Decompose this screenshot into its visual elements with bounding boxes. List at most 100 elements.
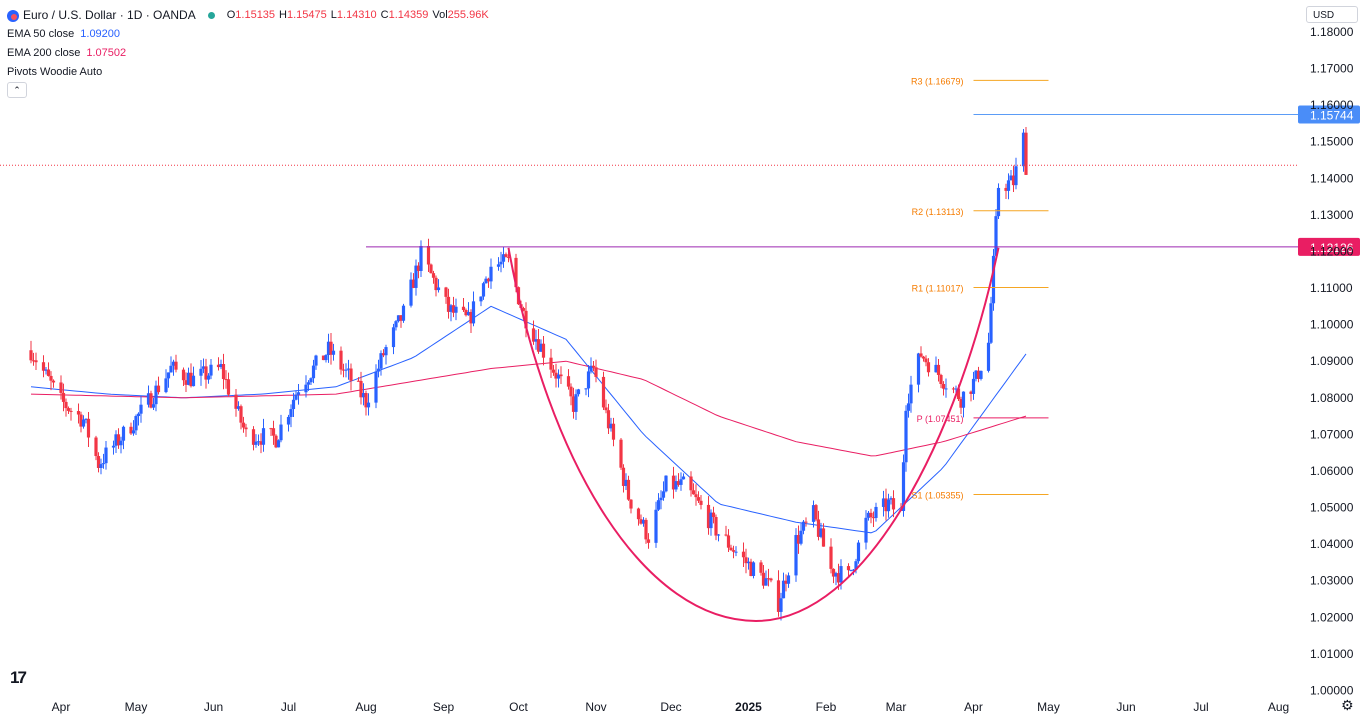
ema200-line (30, 360, 1027, 457)
candle-body (94, 437, 98, 457)
candle-body (431, 273, 436, 278)
candle-body (226, 379, 231, 395)
candle-body (751, 562, 756, 576)
candle-body (304, 384, 308, 393)
candle-body (209, 364, 213, 376)
candle-body (831, 568, 836, 577)
candle-body (569, 386, 573, 397)
candle-body (279, 424, 283, 441)
volume-label: Vol (432, 9, 448, 21)
candle-body (426, 245, 431, 265)
legend-collapse-button[interactable]: ⌃ (7, 82, 27, 98)
candle-body (331, 350, 336, 355)
candle-body (204, 366, 208, 380)
candle-body (524, 310, 528, 329)
candle-body (1009, 175, 1013, 181)
y-tick-label: 1.05000 (1310, 501, 1354, 515)
candle-body (1024, 132, 1028, 175)
candle-body (356, 380, 361, 382)
high-value: 1.15475 (287, 9, 327, 21)
candle-body (851, 569, 856, 571)
candle-body (34, 360, 38, 363)
candle-body (166, 372, 171, 379)
y-tick-label: 1.00000 (1310, 683, 1354, 697)
candle-body (816, 519, 821, 537)
x-tick-label: Apr (964, 700, 983, 714)
price-badge-label: 1.15744 (1310, 109, 1354, 123)
candle-body (409, 279, 413, 306)
candle-body (346, 368, 351, 370)
candle-body (484, 278, 488, 284)
chevron-up-icon: ⌃ (13, 85, 21, 95)
candle-body (341, 369, 346, 371)
candle-body (784, 580, 788, 584)
price-badge (1298, 105, 1360, 124)
market-status-icon (207, 12, 215, 19)
price-badge-label: 1.12126 (1310, 241, 1354, 255)
candle-body (574, 394, 578, 412)
pivots-label: Pivots Woodie Auto (7, 66, 103, 78)
candle-body (104, 447, 108, 464)
x-tick-label: May (125, 700, 148, 714)
ema50-value: 1.09200 (80, 28, 121, 40)
candle-body (219, 364, 223, 368)
candle-body (486, 278, 491, 282)
candle-body (906, 403, 911, 411)
symbol-title[interactable]: Euro / U.S. Dollar · 1D · OANDA (23, 8, 196, 22)
legend-ema50[interactable]: EMA 50 close 1.09200 (7, 25, 489, 44)
candle-body (676, 481, 681, 485)
candle-body (586, 371, 591, 389)
candle-body (244, 427, 248, 430)
candle-body (621, 467, 626, 486)
candle-body (776, 580, 781, 612)
candle-body (274, 435, 278, 448)
candle-body (201, 366, 206, 369)
candle-body (139, 404, 143, 414)
x-tick-label: Dec (660, 700, 681, 714)
gear-icon[interactable]: ⚙ (1341, 697, 1354, 713)
candle-body (604, 407, 608, 411)
candle-body (171, 361, 176, 366)
candle-body (1014, 166, 1018, 186)
legend-ema200[interactable]: EMA 200 close 1.07502 (7, 44, 489, 63)
y-tick-label: 1.11000 (1310, 281, 1353, 295)
candle-body (329, 341, 333, 355)
candle-body (286, 416, 291, 425)
candle-body (536, 339, 541, 352)
candle-body (939, 374, 943, 384)
legend-pivots[interactable]: Pivots Woodie Auto (7, 63, 489, 82)
candle-body (44, 369, 48, 371)
y-tick-label: 1.13000 (1310, 208, 1354, 222)
candle-body (76, 411, 81, 415)
candle-body (181, 369, 186, 381)
candle-body (766, 578, 771, 580)
tradingview-logo-icon[interactable]: 17 (10, 668, 27, 687)
ema50-line (30, 305, 1027, 534)
candle-body (714, 517, 718, 536)
close-value: 1.14359 (388, 9, 429, 21)
currency-select[interactable]: USD (1306, 6, 1358, 23)
candle-body (781, 580, 786, 599)
legend-symbol-row[interactable]: Euro / U.S. Dollar · 1D · OANDA O 1.15135… (7, 6, 489, 25)
candle-body (464, 310, 468, 316)
candle-body (624, 479, 628, 486)
candle-body (444, 287, 448, 297)
candle-body (419, 245, 423, 271)
candle-body (694, 494, 698, 498)
candle-body (79, 414, 83, 427)
x-tick-label: Nov (585, 700, 606, 714)
candle-body (131, 430, 136, 434)
candle-body (31, 360, 36, 362)
candle-body (466, 311, 471, 316)
candle-body (471, 301, 476, 324)
pivot-label: P (1.07451) (917, 414, 964, 424)
candle-body (116, 434, 121, 446)
candle-body (779, 598, 783, 612)
candle-body (821, 528, 826, 547)
candle-body (531, 328, 536, 342)
rounding-bottom-curve[interactable] (507, 247, 1000, 622)
candle-body (969, 391, 973, 394)
candle-body (956, 388, 961, 400)
y-tick-label: 1.15000 (1310, 135, 1354, 149)
